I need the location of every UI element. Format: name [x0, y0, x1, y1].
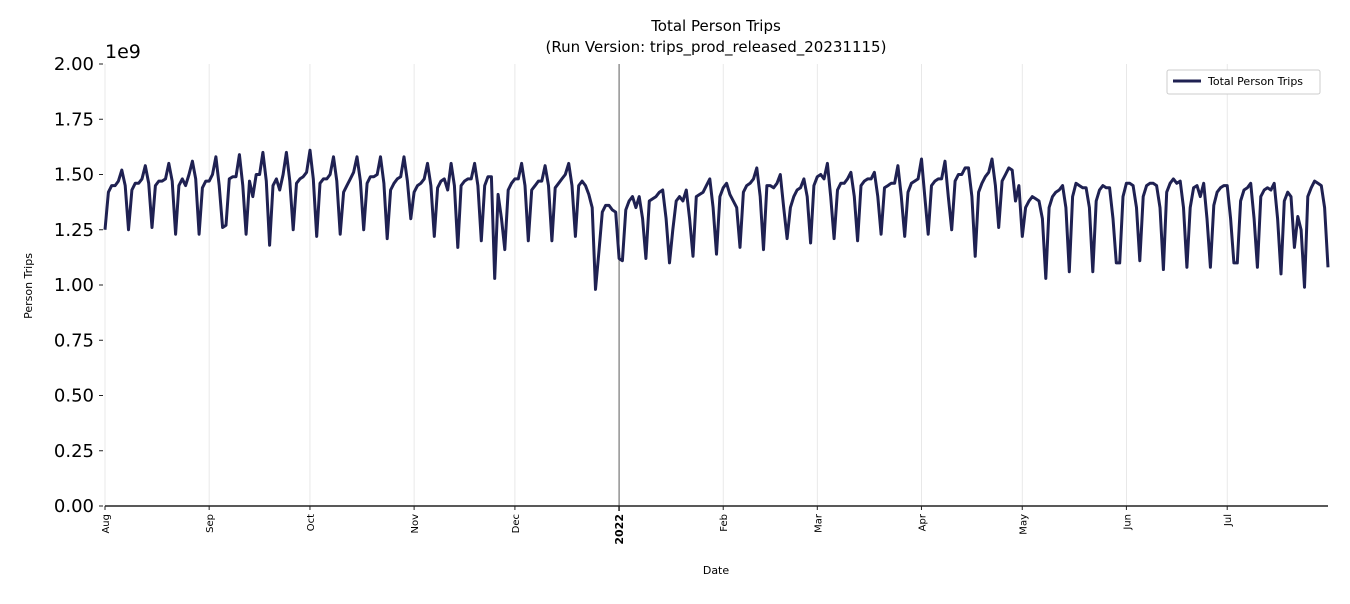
y-tick-label: 0.75 [54, 330, 94, 351]
x-tick-label: Oct [306, 514, 317, 531]
x-tick-label: Apr [917, 513, 928, 531]
y-tick-label: 1.00 [54, 275, 94, 296]
y-axis-label: Person Trips [22, 253, 35, 319]
y-tick-label: 0.50 [54, 386, 94, 407]
x-axis-label: Date [703, 564, 730, 577]
x-tick-label: 2022 [613, 514, 626, 545]
legend-label: Total Person Trips [1207, 75, 1303, 88]
y-tick-label: 0.00 [54, 496, 94, 517]
x-tick-label: Jul [1223, 514, 1234, 527]
x-tick-label: May [1018, 514, 1029, 535]
chart-title: Total Person Trips [650, 17, 781, 35]
series-line-total-person-trips [103, 148, 1330, 291]
y-tick-label: 1.50 [54, 165, 94, 186]
grid-lines [104, 64, 1228, 506]
legend-box [1166, 69, 1321, 95]
y-tick-label: 1.25 [54, 220, 94, 241]
x-tick-label: Jun [1122, 514, 1133, 531]
x-tick-label: Feb [719, 514, 730, 532]
x-tick-label: Sep [205, 514, 216, 533]
y-offset-label: 1e9 [105, 41, 141, 63]
x-tick-label: Mar [813, 513, 824, 533]
y-axis: 0.00 0.25 0.50 0.75 1.00 1.25 1.50 1.75 2.00 [54, 54, 103, 517]
chart-subtitle: (Run Version: trips_prod_released_202311… [546, 38, 887, 57]
x-axis: Aug Sep Oct Nov Dec 2022 Feb Mar Apr May Jun Jul [101, 505, 1328, 545]
x-tick-label: Aug [101, 514, 112, 534]
series-group [103, 148, 1330, 291]
x-tick-label: Dec [511, 514, 522, 533]
x-tick-label: Nov [410, 514, 421, 534]
y-tick-label: 0.25 [54, 441, 94, 462]
y-tick-label: 1.75 [54, 109, 94, 130]
y-tick-label: 2.00 [54, 54, 94, 75]
legend: Total Person Trips [1166, 69, 1321, 95]
